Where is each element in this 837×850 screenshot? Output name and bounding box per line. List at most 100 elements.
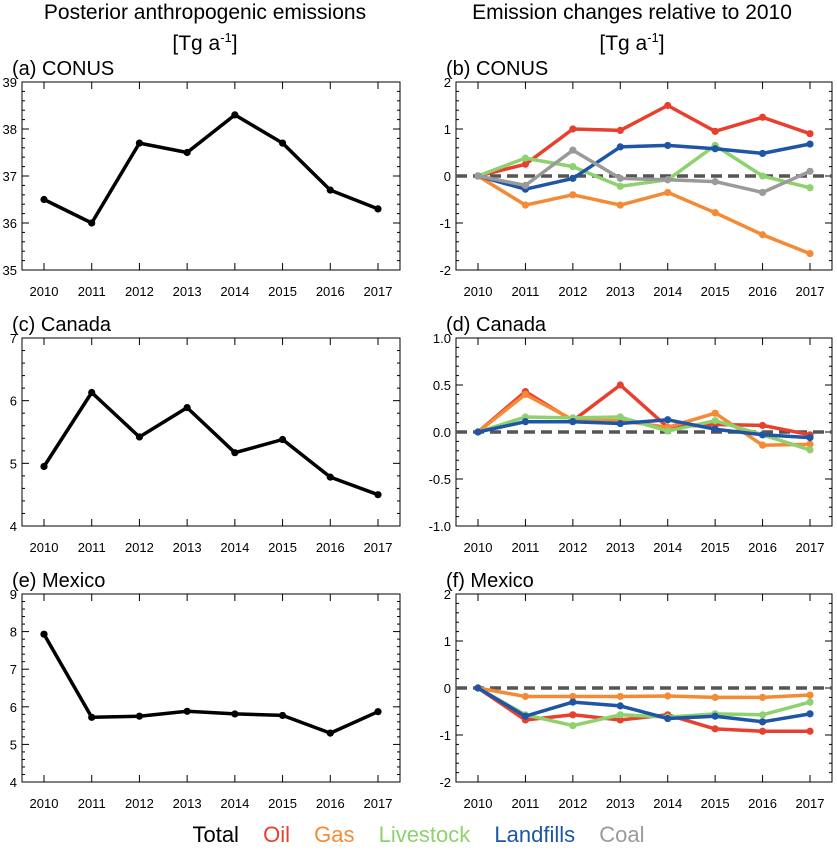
data-point-gas-b [569, 191, 577, 199]
y-tick-label-b: -1 [439, 216, 451, 231]
series-line-gas-f [477, 686, 811, 700]
panel-d: (d) Canada -1.0 -0.5 0.0 0.5 1.0 2010 2011 2012 2… [429, 314, 833, 555]
data-point-total-a [183, 148, 191, 157]
data-point-total-e [231, 710, 239, 718]
data-point-landfills-d [474, 428, 482, 436]
data-point-oil-d [758, 421, 767, 430]
x-tick-label-f: 2014 [653, 796, 682, 811]
y-tick-label-f: 2 [444, 587, 451, 602]
series-line-oil-d [476, 383, 811, 437]
data-point-landfills-f [806, 710, 814, 718]
data-point-oil-f [616, 716, 624, 724]
data-point-total-c [88, 388, 96, 397]
data-point-total-c [183, 403, 191, 412]
x-tick-label-a: 2012 [125, 284, 154, 299]
data-point-gas-d [758, 441, 767, 449]
data-point-landfills-b [664, 141, 672, 150]
x-tick-label-d: 2015 [701, 540, 730, 555]
x-tick-label-f: 2013 [606, 796, 635, 811]
series-line-landfills-f [477, 686, 811, 724]
data-point-total-a [374, 205, 382, 213]
y-tick-label-c: 6 [10, 394, 17, 409]
x-tick-label-a: 2011 [78, 284, 106, 299]
x-tick-label-f: 2017 [796, 796, 825, 811]
data-point-total-a [278, 139, 287, 147]
data-point-total-a [135, 139, 144, 147]
data-point-landfills-d [711, 425, 719, 433]
x-tick-label-e: 2014 [220, 796, 249, 811]
data-point-total-a [40, 195, 48, 204]
x-tick-label-e: 2012 [125, 796, 154, 811]
y-tick-label-b: 0 [444, 169, 451, 184]
y-tick-label-f: -2 [439, 775, 451, 790]
right-units-close: ] [658, 32, 665, 55]
data-point-total-c [374, 491, 382, 499]
data-point-total-e [40, 630, 48, 638]
right-column-title-line1: Emission changes relative to 2010 [472, 1, 792, 24]
data-point-total-c [278, 435, 287, 444]
data-point-total-c [231, 449, 239, 457]
data-point-oil-b [758, 113, 767, 121]
data-point-oil-f [758, 727, 767, 735]
data-point-livestock-f [758, 711, 767, 719]
y-tick-label-c: 4 [10, 519, 17, 534]
y-tick-label-a: 38 [3, 122, 17, 137]
x-tick-label-e: 2015 [268, 796, 297, 811]
x-tick-label-b: 2013 [606, 284, 635, 299]
data-point-livestock-b [616, 182, 624, 190]
data-point-coal-b [711, 178, 719, 186]
x-tick-label-a: 2013 [173, 284, 202, 299]
x-tick-label-d: 2017 [796, 540, 825, 555]
data-point-landfills-b [569, 174, 577, 182]
data-point-total-a [88, 219, 96, 227]
left-units-text: [Tg a [172, 32, 221, 55]
x-tick-label-e: 2013 [173, 796, 202, 811]
x-tick-label-b: 2015 [701, 284, 730, 299]
panel-b: (b) CONUS -2 -1 0 1 2 2010 2011 2012 2013 2014 2015… [439, 58, 833, 299]
data-point-landfills-d [806, 434, 814, 442]
panel-title-c: (c) Canada [12, 314, 112, 336]
data-point-coal-b [806, 167, 814, 175]
x-tick-label-d: 2014 [653, 540, 682, 555]
y-tick-label-b: 1 [444, 122, 451, 137]
data-point-gas-d [806, 440, 814, 448]
data-point-landfills-f [758, 718, 767, 726]
data-point-oil-d [616, 381, 624, 389]
data-point-total-e [374, 708, 382, 716]
data-point-livestock-b [806, 184, 814, 192]
data-point-gas-b [806, 249, 814, 258]
data-point-gas-f [521, 692, 530, 701]
x-tick-label-d: 2013 [606, 540, 635, 555]
data-point-landfills-b [616, 143, 624, 151]
data-point-coal-b [569, 146, 577, 154]
series-line-gas-b [477, 174, 811, 256]
data-point-livestock-d [711, 417, 719, 425]
data-point-livestock-b [521, 154, 530, 162]
data-point-livestock-f [806, 698, 814, 706]
series-line-livestock-b [477, 143, 811, 190]
legend-item-oil: Oil [263, 822, 290, 847]
x-tick-label-f: 2011 [511, 796, 539, 811]
x-tick-label-c: 2013 [173, 540, 202, 555]
x-tick-label-b: 2016 [748, 284, 777, 299]
data-point-landfills-f [664, 714, 672, 723]
x-tick-label-c: 2016 [316, 540, 345, 555]
data-point-oil-b [711, 127, 719, 135]
series-line-total-a [43, 113, 379, 225]
x-tick-label-c: 2010 [30, 540, 59, 555]
panel-title-a: (a) CONUS [12, 58, 114, 80]
y-tick-label-e: 5 [10, 737, 17, 752]
data-point-livestock-d [616, 413, 624, 421]
right-column-title: Emission changes relative to 2010 [Tg a-… [427, 0, 837, 56]
data-point-coal-b [664, 176, 672, 184]
y-tick-label-f: -1 [439, 728, 451, 743]
data-point-oil-b [616, 126, 624, 135]
data-point-gas-b [664, 188, 672, 197]
x-tick-label-e: 2010 [30, 796, 59, 811]
left-column-title: Posterior anthropogenic emissions [Tg a-… [0, 0, 410, 56]
data-point-total-c [326, 473, 334, 481]
series-line-total-e [42, 633, 379, 735]
y-tick-label-a: 35 [3, 263, 17, 278]
right-units-text: [Tg a [599, 32, 648, 55]
data-point-landfills-d [758, 431, 767, 439]
